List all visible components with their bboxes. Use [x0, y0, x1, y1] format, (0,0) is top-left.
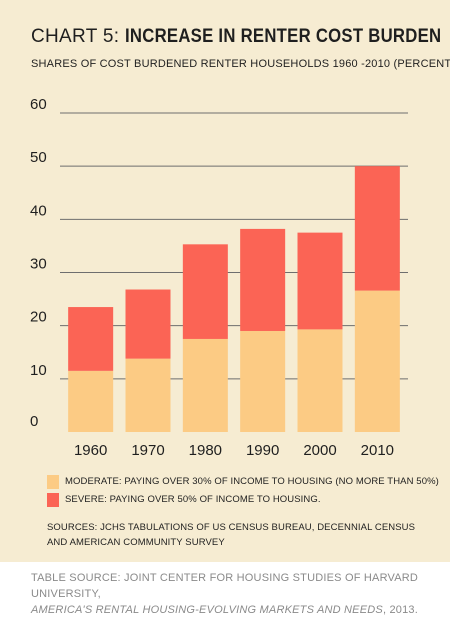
legend-label-severe: SEVERE: PAYING OVER 50% OF INCOME TO HOU… — [65, 494, 321, 505]
bar-moderate-1960 — [68, 370, 114, 432]
legend-item-severe: SEVERE: PAYING OVER 50% OF INCOME TO HOU… — [47, 492, 437, 508]
footer-year: , 2013. — [382, 604, 418, 616]
chart-legend: MODERATE: PAYING OVER 30% OF INCOME TO H… — [47, 474, 439, 510]
bar-severe-2010 — [354, 166, 400, 291]
table-source-footer: TABLE SOURCE: JOINT CENTER FOR HOUSING S… — [31, 570, 441, 618]
moderate-swatch — [47, 475, 59, 489]
x-tick-label: 1980 — [189, 442, 222, 459]
bar-moderate-1980 — [182, 338, 228, 432]
bar-severe-1960 — [68, 307, 114, 371]
footer-line-1: TABLE SOURCE: JOINT CENTER FOR HOUSING S… — [31, 572, 419, 600]
y-tick-label: 10 — [30, 362, 47, 379]
bar-chart-plot: 0 10 20 30 40 50 60 1960 1970 1980 1990 2000 2010 — [30, 96, 408, 459]
chart-sources: SOURCES: JCHS TABULATIONS OF US CENSUS B… — [47, 522, 416, 548]
y-tick-label: 20 — [30, 309, 47, 326]
bar-severe-2000 — [297, 232, 343, 330]
chart-subtitle: SHARES OF COST BURDENED RENTER HOUSEHOLD… — [31, 58, 450, 70]
chart-title-prefix: CHART 5: — [31, 26, 120, 47]
y-tick-label: 40 — [30, 202, 47, 219]
legend-item-moderate: MODERATE: PAYING OVER 30% OF INCOME TO H… — [47, 474, 439, 490]
footer-publication-title: AMERICA'S RENTAL HOUSING-EVOLVING MARKET… — [31, 604, 383, 616]
x-tick-label: 1990 — [246, 442, 279, 459]
bar-moderate-1990 — [240, 330, 286, 432]
x-tick-label: 2000 — [303, 442, 336, 459]
chart-title-main: INCREASE IN RENTER COST BURDEN — [125, 26, 442, 47]
x-tick-label: 1970 — [131, 442, 164, 459]
severe-swatch — [47, 493, 59, 507]
y-tick-label: 30 — [30, 256, 47, 273]
bar-severe-1990 — [240, 228, 286, 331]
x-tick-label: 1960 — [74, 442, 107, 459]
y-tick-label: 50 — [30, 149, 47, 166]
legend-label-moderate: MODERATE: PAYING OVER 30% OF INCOME TO H… — [65, 476, 439, 487]
bar-moderate-2000 — [297, 329, 343, 432]
chart-card: CHART 5: INCREASE IN RENTER COST BURDEN S… — [0, 0, 450, 562]
bar-severe-1980 — [182, 244, 228, 339]
x-tick-label: 2010 — [361, 442, 394, 459]
footer-line-2: AMERICA'S RENTAL HOUSING-EVOLVING MARKET… — [31, 602, 441, 618]
bar-moderate-2010 — [354, 290, 400, 432]
y-tick-label: 0 — [30, 413, 38, 430]
bar-moderate-1970 — [125, 358, 171, 432]
y-tick-label: 60 — [30, 96, 47, 113]
chart-title: CHART 5: INCREASE IN RENTER COST BURDEN — [31, 26, 450, 48]
bar-severe-1970 — [125, 289, 171, 359]
